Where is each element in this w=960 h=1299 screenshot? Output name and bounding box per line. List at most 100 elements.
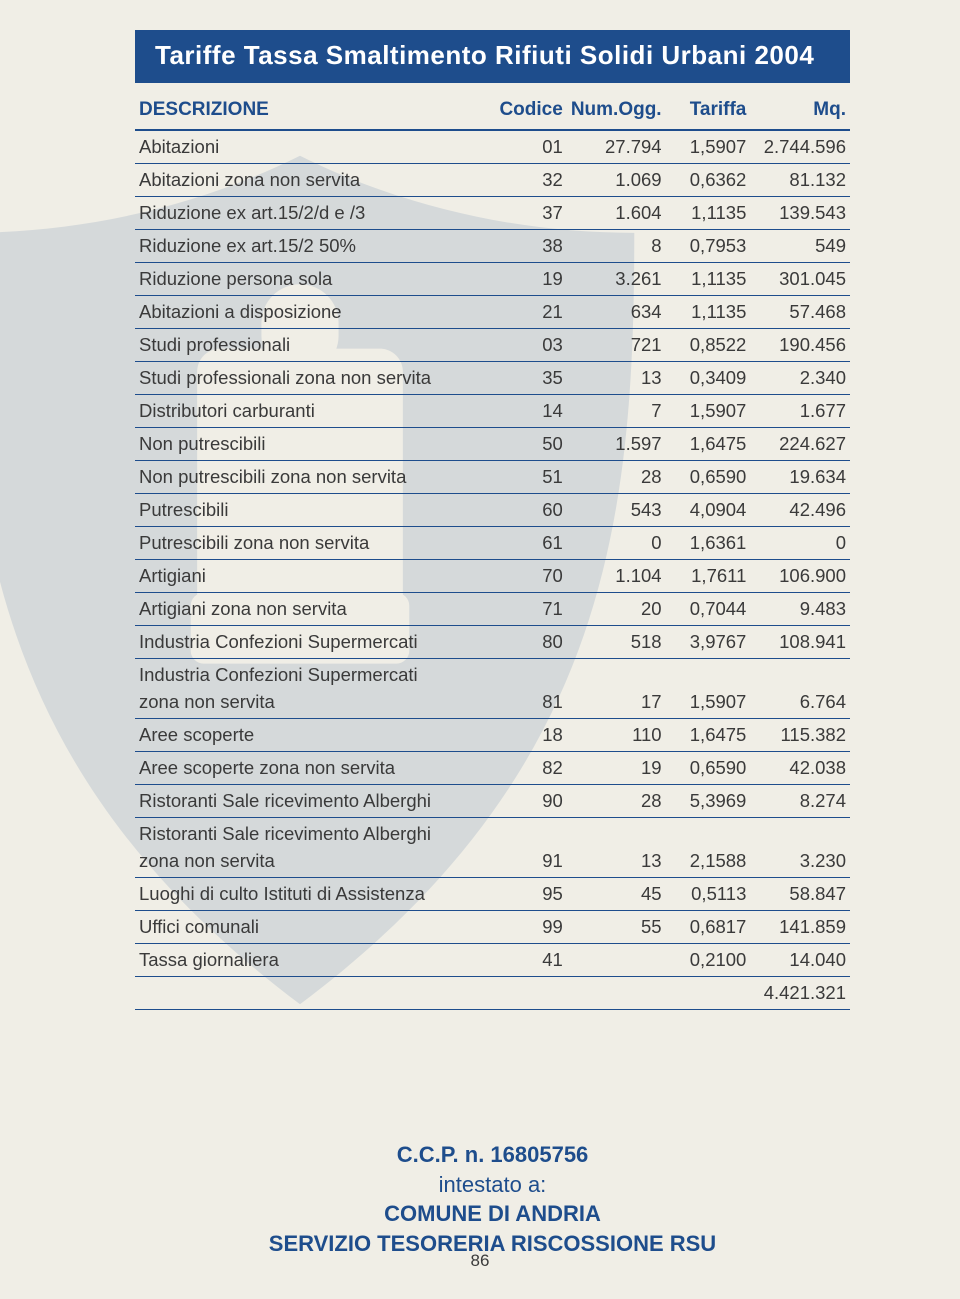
table-row: Riduzione ex art.15/2/d e /3371.6041,113… (135, 197, 850, 230)
table-row: Artigiani701.1041,7611106.900 (135, 560, 850, 593)
cell-mq (750, 818, 850, 846)
col-codice: Codice (495, 89, 566, 130)
cell-numogg (567, 659, 666, 687)
cell-tariffa: 0,7044 (666, 593, 751, 626)
cell-descrizione: Riduzione ex art.15/2/d e /3 (135, 197, 495, 230)
cell-tariffa: 1,5907 (666, 686, 751, 719)
cell-numogg: 45 (567, 878, 666, 911)
table-row: Putrescibili zona non servita6101,63610 (135, 527, 850, 560)
cell-mq: 4.421.321 (750, 977, 850, 1010)
cell-descrizione: Tassa giornaliera (135, 944, 495, 977)
table-row: Aree scoperte zona non servita82190,6590… (135, 752, 850, 785)
cell-codice: 41 (495, 944, 566, 977)
cell-codice: 35 (495, 362, 566, 395)
cell-tariffa (666, 977, 751, 1010)
ccp-number: C.C.P. n. 16805756 (135, 1140, 850, 1170)
cell-mq: 224.627 (750, 428, 850, 461)
cell-tariffa: 1,6475 (666, 719, 751, 752)
cell-mq: 42.496 (750, 494, 850, 527)
table-row: Abitazioni a disposizione216341,113557.4… (135, 296, 850, 329)
col-tariffa: Tariffa (666, 89, 751, 130)
cell-tariffa: 5,3969 (666, 785, 751, 818)
cell-numogg: 1.597 (567, 428, 666, 461)
cell-numogg: 13 (567, 845, 666, 878)
table-row: Distributori carburanti1471,59071.677 (135, 395, 850, 428)
cell-descrizione: zona non servita (135, 845, 495, 878)
cell-codice: 51 (495, 461, 566, 494)
cell-descrizione: Studi professionali (135, 329, 495, 362)
cell-numogg: 20 (567, 593, 666, 626)
cell-descrizione: Aree scoperte (135, 719, 495, 752)
cell-numogg: 19 (567, 752, 666, 785)
table-row: Abitazioni0127.7941,59072.744.596 (135, 130, 850, 164)
cell-tariffa: 1,6361 (666, 527, 751, 560)
tariff-table: DESCRIZIONE Codice Num.Ogg. Tariffa Mq. … (135, 89, 850, 1010)
cell-codice: 70 (495, 560, 566, 593)
table-row: 4.421.321 (135, 977, 850, 1010)
cell-codice: 60 (495, 494, 566, 527)
cell-descrizione: Distributori carburanti (135, 395, 495, 428)
cell-mq: 1.677 (750, 395, 850, 428)
cell-tariffa: 4,0904 (666, 494, 751, 527)
cell-mq: 108.941 (750, 626, 850, 659)
cell-descrizione: Luoghi di culto Istituti di Assistenza (135, 878, 495, 911)
cell-codice: 38 (495, 230, 566, 263)
cell-tariffa: 0,2100 (666, 944, 751, 977)
cell-numogg: 28 (567, 785, 666, 818)
cell-tariffa: 0,8522 (666, 329, 751, 362)
cell-tariffa: 1,1135 (666, 197, 751, 230)
cell-codice: 32 (495, 164, 566, 197)
cell-numogg (567, 977, 666, 1010)
table-row: Industria Confezioni Supermercati (135, 659, 850, 687)
cell-numogg: 634 (567, 296, 666, 329)
cell-numogg: 1.069 (567, 164, 666, 197)
table-row: Abitazioni zona non servita321.0690,6362… (135, 164, 850, 197)
cell-mq: 2.340 (750, 362, 850, 395)
cell-descrizione: Ristoranti Sale ricevimento Alberghi (135, 818, 495, 846)
page-title: Tariffe Tassa Smaltimento Rifiuti Solidi… (155, 40, 814, 70)
cell-descrizione: Aree scoperte zona non servita (135, 752, 495, 785)
cell-numogg: 110 (567, 719, 666, 752)
cell-numogg: 27.794 (567, 130, 666, 164)
cell-tariffa: 1,7611 (666, 560, 751, 593)
cell-mq: 81.132 (750, 164, 850, 197)
table-row: Studi professionali zona non servita3513… (135, 362, 850, 395)
table-header-row: DESCRIZIONE Codice Num.Ogg. Tariffa Mq. (135, 89, 850, 130)
table-row: zona non servita91132,15883.230 (135, 845, 850, 878)
cell-mq: 115.382 (750, 719, 850, 752)
table-row: Non putrescibili501.5971,6475224.627 (135, 428, 850, 461)
table-row: Ristoranti Sale ricevimento Alberghi (135, 818, 850, 846)
table-row: Non putrescibili zona non servita51280,6… (135, 461, 850, 494)
table-row: Uffici comunali99550,6817141.859 (135, 911, 850, 944)
cell-tariffa: 0,3409 (666, 362, 751, 395)
intestato-label: intestato a: (135, 1170, 850, 1200)
cell-codice: 19 (495, 263, 566, 296)
cell-descrizione: Putrescibili zona non servita (135, 527, 495, 560)
cell-descrizione: Abitazioni zona non servita (135, 164, 495, 197)
table-row: Studi professionali037210,8522190.456 (135, 329, 850, 362)
cell-mq: 42.038 (750, 752, 850, 785)
cell-codice: 80 (495, 626, 566, 659)
cell-mq: 19.634 (750, 461, 850, 494)
cell-numogg: 28 (567, 461, 666, 494)
cell-descrizione: Abitazioni a disposizione (135, 296, 495, 329)
page-number: 86 (0, 1251, 960, 1271)
cell-tariffa: 1,5907 (666, 395, 751, 428)
table-row: Riduzione ex art.15/2 50%3880,7953549 (135, 230, 850, 263)
cell-codice: 81 (495, 686, 566, 719)
title-bar: Tariffe Tassa Smaltimento Rifiuti Solidi… (135, 30, 850, 83)
cell-codice: 99 (495, 911, 566, 944)
cell-tariffa: 0,7953 (666, 230, 751, 263)
table-row: Ristoranti Sale ricevimento Alberghi9028… (135, 785, 850, 818)
cell-descrizione: Artigiani zona non servita (135, 593, 495, 626)
cell-codice: 95 (495, 878, 566, 911)
cell-tariffa: 1,1135 (666, 296, 751, 329)
cell-descrizione: Putrescibili (135, 494, 495, 527)
cell-codice: 21 (495, 296, 566, 329)
footer-block: C.C.P. n. 16805756 intestato a: COMUNE D… (135, 1140, 850, 1259)
cell-mq: 3.230 (750, 845, 850, 878)
cell-mq: 0 (750, 527, 850, 560)
document-page: Tariffe Tassa Smaltimento Rifiuti Solidi… (0, 0, 960, 1299)
comune-name: COMUNE DI ANDRIA (135, 1199, 850, 1229)
cell-numogg: 1.604 (567, 197, 666, 230)
